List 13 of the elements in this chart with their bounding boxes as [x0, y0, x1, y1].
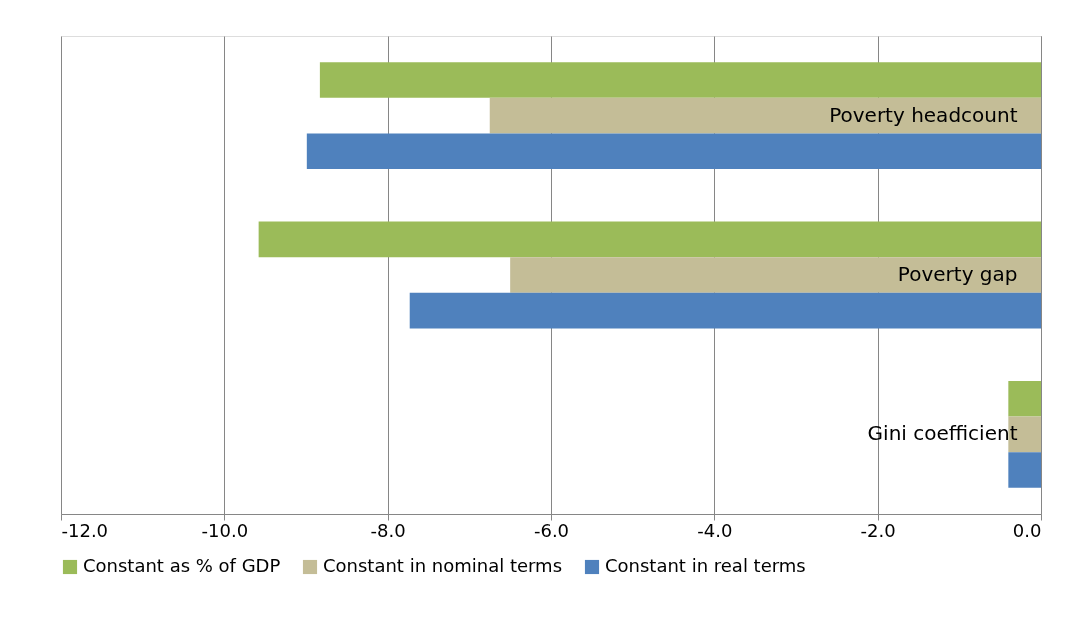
- x-tick-label: -8.0: [370, 519, 406, 541]
- legend-label: Constant as % of GDP: [83, 555, 281, 576]
- x-tick-label: -2.0: [860, 519, 896, 541]
- x-tick-label: -4.0: [697, 519, 733, 541]
- x-tick-label: 0.0: [1012, 519, 1042, 541]
- x-tick-label: -12.0: [61, 519, 109, 541]
- y-tick-label: Poverty headcount: [829, 102, 1018, 127]
- x-tick-label: -10.0: [201, 519, 249, 541]
- legend-label: Constant in real terms: [605, 555, 806, 576]
- y-tick-label: Gini coefficient: [867, 421, 1018, 446]
- y-tick-label: Poverty gap: [897, 262, 1018, 286]
- legend-label: Constant in nominal terms: [323, 555, 563, 576]
- x-tick-label: -6.0: [533, 519, 570, 541]
